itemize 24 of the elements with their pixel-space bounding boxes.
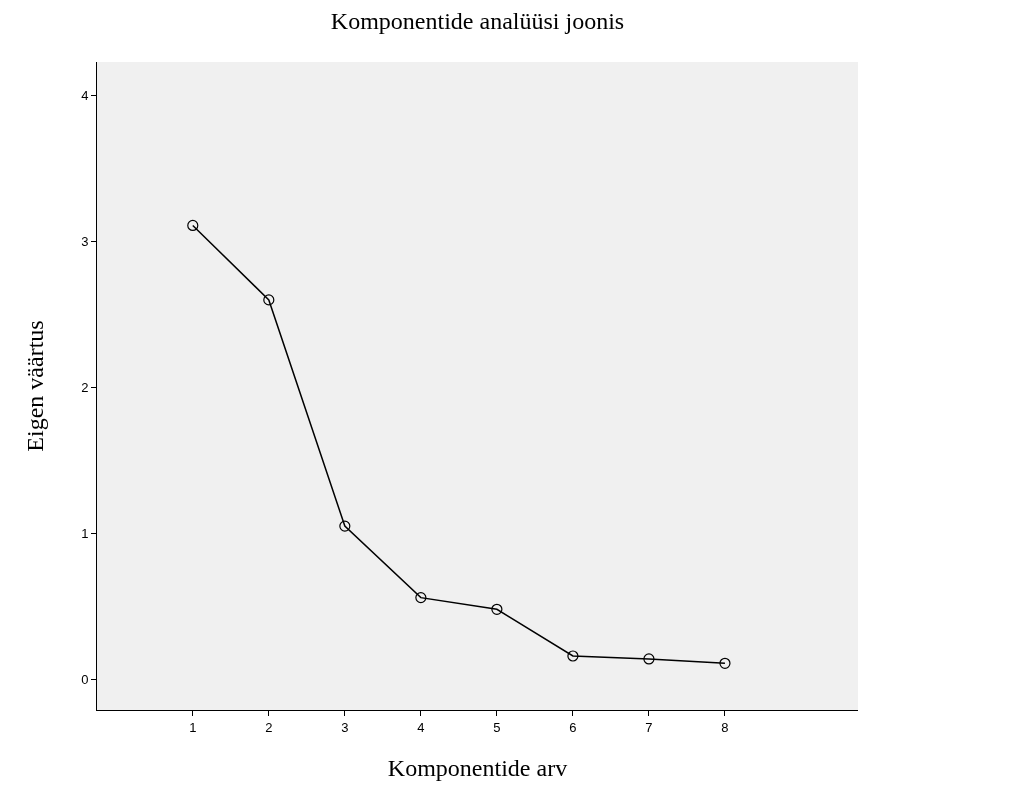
point <box>643 653 655 665</box>
x-tick-label: 6 <box>569 719 577 735</box>
x-tick-label: 3 <box>341 719 349 735</box>
point <box>339 520 351 532</box>
point <box>567 650 579 662</box>
x-tick-label: 7 <box>645 719 653 735</box>
point <box>719 657 731 669</box>
x-tick-label: 1 <box>189 719 197 735</box>
y-tick-label: 2 <box>81 380 89 396</box>
y-tick-label: 0 <box>81 671 89 687</box>
y-tick-label: 1 <box>81 525 89 541</box>
x-tick-label: 2 <box>265 719 273 735</box>
x-tick-label: 8 <box>721 719 729 735</box>
x-tick-label: 5 <box>493 719 501 735</box>
point <box>263 294 275 306</box>
x-tick-label: 4 <box>417 719 425 735</box>
point <box>491 603 503 615</box>
chart-title: Komponentide analüüsi joonis <box>330 7 625 34</box>
y-tick-label: 3 <box>81 234 89 250</box>
point <box>415 592 427 604</box>
x-axis-title: Komponentide arv <box>387 754 568 781</box>
point <box>187 219 199 232</box>
y-axis-title: Eigen väärtus <box>22 320 49 452</box>
y-tick-label: 4 <box>81 88 89 104</box>
